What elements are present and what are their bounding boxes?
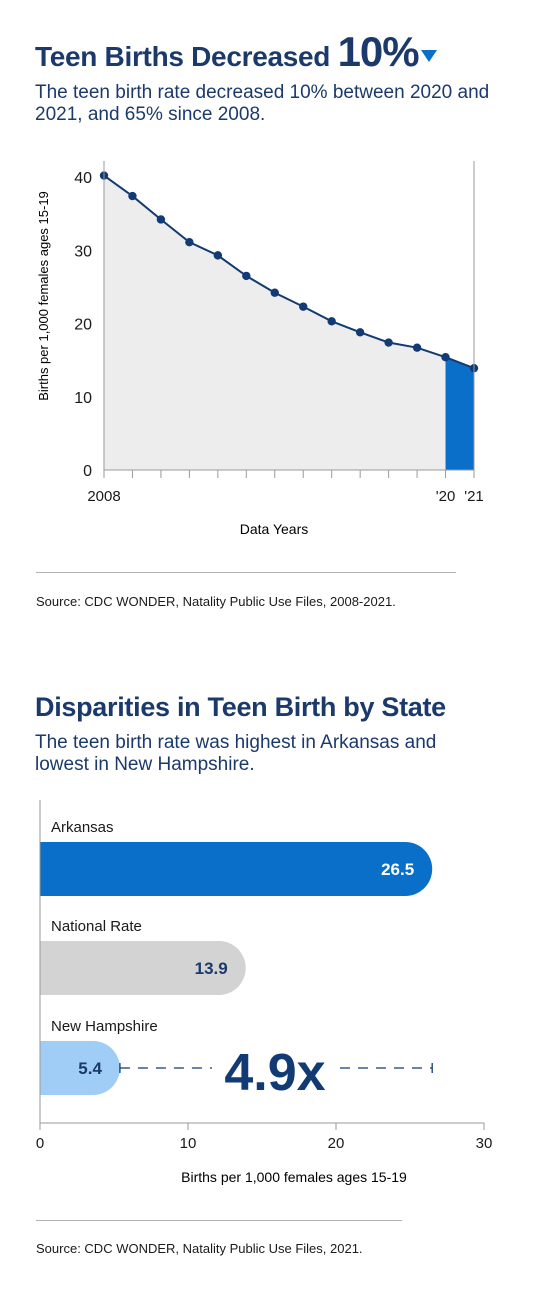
source-note-1: Source: CDC WONDER, Natality Public Use … — [36, 594, 396, 609]
bar-category-label-0: Arkansas — [51, 819, 114, 836]
data-point-2015 — [299, 302, 308, 311]
title-text: Teen Births Decreased — [35, 41, 331, 72]
y-tick-label-0: 0 — [83, 463, 92, 480]
bar-value-label-1: 13.9 — [195, 959, 228, 978]
x-tick-label-2021: '21 — [464, 488, 484, 505]
horizontal-bar-chart: Arkansas 26.5 National Rate 13.9 New Hampshi… — [36, 800, 493, 1185]
y-tick-label-30: 30 — [74, 243, 92, 260]
x-axis-label: Births per 1,000 females ages 15-19 — [181, 1169, 407, 1185]
chart-title-2: Disparities in Teen Birth by State — [35, 692, 446, 722]
x-tick-label-20: 20 — [328, 1135, 345, 1152]
y-axis-label: Births per 1,000 females ages 15-19 — [36, 191, 51, 401]
data-point-2020 — [441, 352, 450, 362]
down-triangle-icon — [420, 50, 437, 62]
x-tick-label-10: 10 — [180, 1135, 197, 1152]
x-tick-label-2020: '20 — [436, 488, 456, 505]
bar-category-label-1: National Rate — [51, 918, 142, 935]
bar-0 — [40, 842, 433, 896]
highlight-area-2020-2021 — [445, 357, 474, 470]
bar-1 — [40, 941, 246, 995]
data-point-2011 — [185, 237, 194, 247]
bar-value-label-0: 26.5 — [381, 860, 414, 879]
data-point-2018 — [384, 338, 393, 347]
data-point-2009 — [128, 191, 137, 201]
data-point-2014 — [270, 288, 279, 297]
data-point-2019 — [412, 343, 422, 352]
source-note-2: Source: CDC WONDER, Natality Public Use … — [36, 1241, 363, 1256]
bar-2 — [40, 1041, 120, 1095]
x-axis-label: Data Years — [240, 521, 309, 537]
divider-2 — [36, 1220, 402, 1221]
chart-subtitle-2: The teen birth rate was highest in Arkan… — [35, 732, 437, 775]
data-point-2010 — [156, 215, 166, 224]
y-tick-label-10: 10 — [74, 390, 92, 407]
y-tick-label-20: 20 — [74, 317, 92, 334]
data-point-2012 — [213, 251, 223, 260]
bar-category-label-2: New Hampshire — [51, 1018, 158, 1035]
x-tick-label-30: 30 — [476, 1135, 493, 1152]
chart-title-1: Teen Births Decreased 10% — [35, 28, 437, 76]
x-tick-label-0: 0 — [36, 1135, 44, 1152]
data-point-2013 — [242, 271, 251, 281]
title-percent: 10% — [337, 28, 420, 75]
data-point-2016 — [327, 317, 336, 326]
line-area-chart: 2008 '20 '21 0 10 20 30 40 Data Years Births pe… — [36, 161, 484, 537]
bar-value-label-2: 5.4 — [78, 1059, 102, 1078]
divider-1 — [36, 572, 456, 573]
series-line — [103, 174, 475, 370]
area-fill — [104, 175, 474, 470]
ratio-label: 4.9x — [224, 1044, 325, 1102]
chart-subtitle-1: The teen birth rate decreased 10% betwee… — [35, 82, 490, 125]
x-tick-label-2008: 2008 — [87, 488, 120, 505]
data-point-2017 — [355, 328, 365, 337]
y-tick-label-40: 40 — [74, 170, 92, 187]
